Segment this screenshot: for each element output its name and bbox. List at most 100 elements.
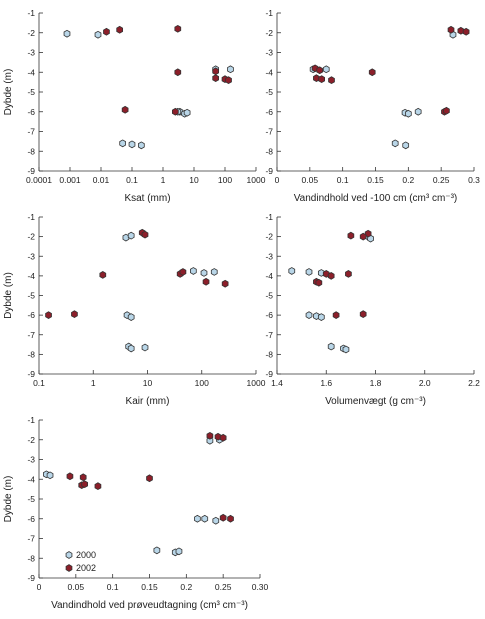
y-tick-label: -7 bbox=[265, 330, 273, 340]
point-2002 bbox=[219, 513, 227, 522]
point-2000 bbox=[189, 267, 197, 275]
y-tick-label: -2 bbox=[265, 232, 273, 242]
y-tick-label: -3 bbox=[27, 251, 35, 261]
point-2002 bbox=[457, 26, 465, 35]
point-2002 bbox=[99, 271, 107, 279]
point-2002 bbox=[212, 74, 220, 83]
chart-kair: -1 -2 -3 -4 -5 -6 -7 -8 -90.1 1 10 100 1000 Kair (mm)… bbox=[3, 212, 266, 407]
x-tick-label: 0.05 bbox=[302, 175, 319, 185]
point-2000 bbox=[128, 140, 136, 149]
x-axis-title: Kair (mm) bbox=[126, 396, 170, 407]
point-2002 bbox=[447, 25, 455, 34]
y-tick-label: -8 bbox=[27, 553, 35, 563]
y-tick-label: -7 bbox=[27, 127, 35, 137]
point-2002 bbox=[322, 270, 330, 278]
y-tick-label: -8 bbox=[265, 349, 273, 359]
x-tick-label: 0.1 bbox=[107, 582, 119, 592]
point-2000 bbox=[127, 231, 135, 240]
legend-marker-2000 bbox=[65, 551, 73, 559]
x-tick-label: 0.15 bbox=[141, 582, 158, 592]
point-2000 bbox=[210, 268, 218, 276]
y-tick-label: -9 bbox=[27, 573, 35, 583]
point-2002 bbox=[179, 268, 187, 276]
point-2002 bbox=[318, 75, 326, 84]
y-axis-title: Dybde (m) bbox=[3, 476, 14, 523]
x-axis-title: Ksat (mm) bbox=[124, 193, 170, 204]
y-tick-label: -5 bbox=[27, 87, 35, 97]
point-2002 bbox=[146, 474, 153, 483]
x-tick-label: 0.15 bbox=[367, 175, 384, 185]
y-tick-label: -8 bbox=[265, 146, 273, 156]
point-2000 bbox=[402, 141, 410, 150]
y-tick-label: -1 bbox=[27, 8, 35, 18]
point-2002 bbox=[212, 67, 220, 76]
y-tick-label: -4 bbox=[27, 474, 35, 484]
point-2002 bbox=[225, 76, 232, 85]
x-tick-label: 1.6 bbox=[320, 378, 332, 388]
point-2000 bbox=[212, 516, 220, 525]
point-2002 bbox=[206, 431, 214, 440]
point-2002 bbox=[227, 514, 234, 523]
x-tick-label: 10 bbox=[143, 378, 153, 388]
y-tick-label: -7 bbox=[265, 127, 273, 137]
y-tick-label: -1 bbox=[27, 212, 35, 222]
y-tick-label: -6 bbox=[27, 310, 35, 320]
point-2002 bbox=[121, 105, 129, 114]
legend-label-2000: 2000 bbox=[76, 550, 96, 560]
point-2000 bbox=[288, 267, 296, 275]
chart-water-content-sampling: -1 -2 -3 -4 -5 -6 -7 -8 -90 0.05 0.1 0.15 0.2 0.25 0.3… bbox=[3, 415, 269, 611]
x-tick-label: 0.25 bbox=[215, 582, 232, 592]
x-tick-label: 0.1 bbox=[33, 378, 45, 388]
x-tick-label: 1.8 bbox=[370, 378, 382, 388]
y-tick-label: -5 bbox=[27, 291, 35, 301]
point-2000 bbox=[305, 268, 313, 276]
y-tick-label: -3 bbox=[265, 48, 273, 58]
point-2002 bbox=[71, 310, 78, 319]
y-tick-label: -5 bbox=[265, 291, 273, 301]
point-2002 bbox=[79, 473, 87, 482]
point-2002 bbox=[443, 106, 450, 115]
legend-marker-2002 bbox=[65, 564, 73, 572]
y-tick-label: -8 bbox=[27, 146, 35, 156]
y-tick-label: -7 bbox=[27, 330, 35, 340]
y-tick-label: -9 bbox=[265, 369, 273, 379]
y-tick-label: -1 bbox=[27, 415, 35, 425]
point-2000 bbox=[94, 30, 102, 39]
y-tick-label: -6 bbox=[265, 310, 273, 320]
y-tick-label: -9 bbox=[27, 166, 35, 176]
x-tick-label: 2.2 bbox=[468, 378, 480, 388]
point-2000 bbox=[137, 141, 145, 150]
x-tick-label: 0.05 bbox=[68, 582, 85, 592]
x-tick-label: 0 bbox=[37, 582, 42, 592]
y-tick-label: -6 bbox=[27, 107, 35, 117]
x-tick-label: 1.4 bbox=[271, 378, 283, 388]
y-tick-label: -3 bbox=[27, 455, 35, 465]
x-tick-label: 0.2 bbox=[402, 175, 414, 185]
point-2000 bbox=[119, 139, 127, 148]
point-2000 bbox=[183, 108, 191, 117]
x-axis-title: Vandindhold ved -100 cm (cm³ cm⁻³) bbox=[294, 193, 457, 204]
y-tick-label: -3 bbox=[265, 251, 273, 261]
point-2000 bbox=[194, 514, 201, 523]
y-tick-label: -5 bbox=[27, 494, 35, 504]
x-axis-title: Vandindhold ved prøveudtagning (cm³ cm⁻³… bbox=[51, 600, 248, 611]
point-2000 bbox=[317, 313, 325, 321]
point-2002 bbox=[141, 230, 149, 239]
point-2000 bbox=[327, 342, 335, 351]
y-tick-label: -9 bbox=[265, 166, 273, 176]
point-2002 bbox=[345, 270, 352, 278]
x-tick-label: 0.01 bbox=[93, 175, 110, 185]
point-2002 bbox=[462, 27, 470, 36]
x-tick-label: 100 bbox=[195, 378, 209, 388]
point-2002 bbox=[174, 68, 182, 77]
point-2002 bbox=[315, 278, 323, 287]
point-2002 bbox=[364, 229, 372, 238]
point-2002 bbox=[327, 272, 335, 280]
point-2000 bbox=[414, 107, 422, 116]
point-2000 bbox=[175, 547, 183, 556]
point-2002 bbox=[313, 74, 320, 83]
point-2000 bbox=[206, 436, 214, 445]
point-2002 bbox=[332, 311, 340, 319]
point-2002 bbox=[368, 68, 376, 77]
